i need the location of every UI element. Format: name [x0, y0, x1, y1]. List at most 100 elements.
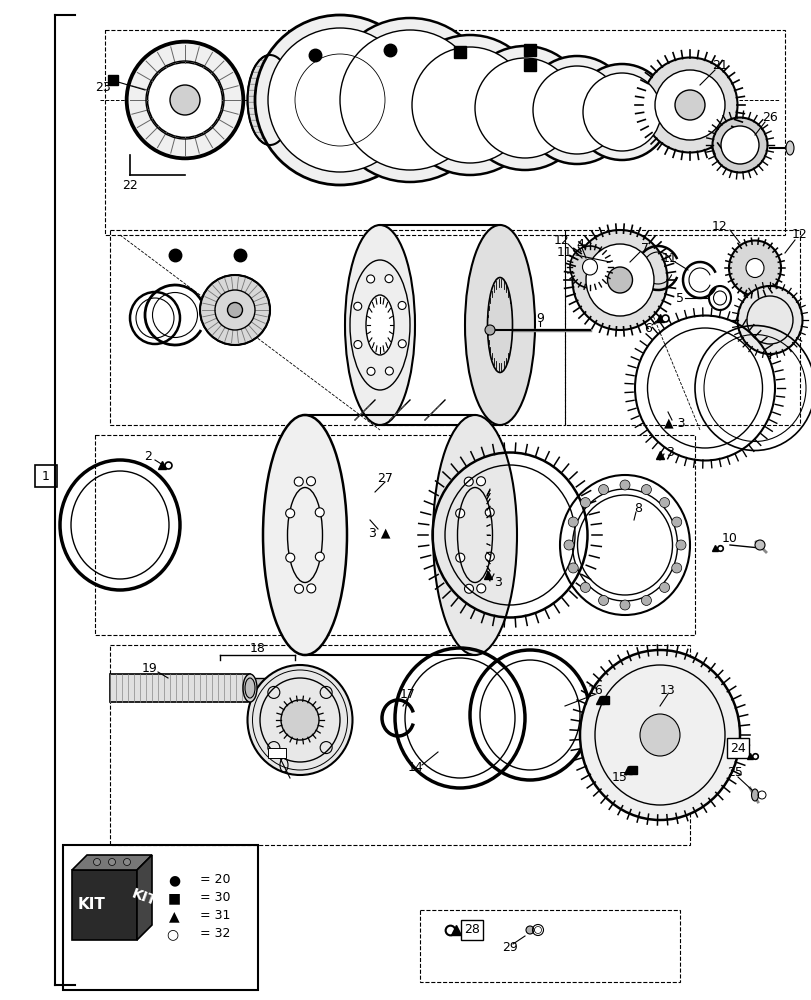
- Bar: [419, 910, 679, 982]
- Ellipse shape: [586, 244, 653, 316]
- Ellipse shape: [484, 325, 495, 335]
- Ellipse shape: [579, 650, 739, 820]
- Ellipse shape: [367, 367, 375, 375]
- Text: 16: 16: [587, 684, 603, 696]
- Text: 25: 25: [726, 766, 742, 779]
- Ellipse shape: [354, 302, 362, 310]
- Ellipse shape: [754, 540, 764, 550]
- Ellipse shape: [582, 73, 660, 151]
- Circle shape: [671, 563, 681, 573]
- Text: 17: 17: [400, 688, 415, 702]
- Bar: [63, 845, 258, 990]
- Ellipse shape: [247, 55, 292, 145]
- Ellipse shape: [485, 552, 494, 561]
- Text: = 30: = 30: [200, 891, 230, 904]
- Ellipse shape: [639, 714, 679, 756]
- Ellipse shape: [294, 584, 303, 593]
- Ellipse shape: [306, 477, 315, 486]
- Ellipse shape: [711, 118, 766, 173]
- Ellipse shape: [109, 858, 115, 865]
- Text: 12: 12: [711, 220, 727, 232]
- Ellipse shape: [285, 509, 294, 518]
- Ellipse shape: [785, 141, 793, 155]
- Ellipse shape: [169, 85, 200, 115]
- Ellipse shape: [307, 584, 315, 593]
- Ellipse shape: [455, 553, 464, 562]
- Ellipse shape: [242, 674, 257, 702]
- Text: ▲: ▲: [169, 909, 179, 923]
- Text: 11: 11: [661, 251, 677, 264]
- Ellipse shape: [476, 477, 485, 486]
- Ellipse shape: [245, 678, 255, 698]
- Circle shape: [580, 498, 590, 508]
- Text: 1: 1: [42, 470, 49, 483]
- Ellipse shape: [465, 225, 534, 425]
- Ellipse shape: [127, 43, 242, 158]
- Text: 3: 3: [493, 576, 501, 588]
- Ellipse shape: [148, 62, 222, 138]
- Ellipse shape: [345, 225, 414, 425]
- Bar: [109, 230, 564, 425]
- Ellipse shape: [674, 90, 704, 120]
- Text: 26: 26: [762, 111, 777, 124]
- Polygon shape: [72, 870, 137, 940]
- Circle shape: [580, 582, 590, 592]
- Ellipse shape: [573, 64, 669, 160]
- Ellipse shape: [654, 70, 724, 140]
- Text: 15: 15: [611, 771, 627, 784]
- Text: = 32: = 32: [200, 927, 230, 940]
- Text: 6: 6: [643, 322, 651, 334]
- Ellipse shape: [384, 275, 393, 283]
- Ellipse shape: [263, 415, 346, 655]
- Ellipse shape: [526, 926, 534, 934]
- Bar: [109, 645, 689, 845]
- Ellipse shape: [367, 275, 374, 283]
- Ellipse shape: [285, 553, 294, 562]
- Text: 21: 21: [711, 59, 727, 72]
- Ellipse shape: [522, 56, 630, 164]
- Circle shape: [676, 540, 685, 550]
- Text: KIT: KIT: [78, 897, 105, 912]
- Ellipse shape: [474, 58, 574, 158]
- Ellipse shape: [464, 477, 473, 486]
- Text: 19: 19: [142, 662, 157, 674]
- Circle shape: [641, 485, 650, 495]
- Ellipse shape: [255, 15, 424, 185]
- Bar: [268, 748, 285, 758]
- Ellipse shape: [642, 58, 736, 153]
- Circle shape: [598, 485, 607, 495]
- Ellipse shape: [572, 230, 667, 330]
- Bar: [109, 674, 250, 702]
- Text: 23: 23: [95, 81, 111, 94]
- Circle shape: [620, 600, 629, 610]
- Ellipse shape: [745, 258, 763, 277]
- Text: 22: 22: [122, 179, 138, 192]
- Text: ■: ■: [167, 891, 180, 905]
- Circle shape: [564, 540, 573, 550]
- Text: KIT: KIT: [130, 887, 158, 909]
- Circle shape: [641, 595, 650, 605]
- Text: 12: 12: [792, 228, 807, 240]
- Ellipse shape: [268, 28, 411, 172]
- Ellipse shape: [247, 665, 352, 775]
- Ellipse shape: [397, 301, 406, 309]
- Ellipse shape: [315, 552, 324, 561]
- Circle shape: [671, 517, 681, 527]
- Ellipse shape: [385, 367, 393, 375]
- Text: 14: 14: [408, 761, 423, 774]
- Text: 27: 27: [376, 472, 393, 485]
- Polygon shape: [137, 855, 152, 940]
- Text: 7: 7: [640, 241, 648, 254]
- Circle shape: [568, 517, 577, 527]
- Ellipse shape: [340, 30, 479, 170]
- Text: 2: 2: [144, 450, 152, 464]
- Text: 11: 11: [556, 245, 573, 258]
- Text: 10: 10: [721, 532, 737, 544]
- Text: 12: 12: [553, 233, 569, 246]
- Text: = 31: = 31: [200, 909, 230, 922]
- Ellipse shape: [750, 789, 757, 801]
- Ellipse shape: [720, 126, 758, 164]
- Ellipse shape: [464, 584, 473, 593]
- Ellipse shape: [354, 341, 362, 349]
- Text: 13: 13: [659, 684, 675, 696]
